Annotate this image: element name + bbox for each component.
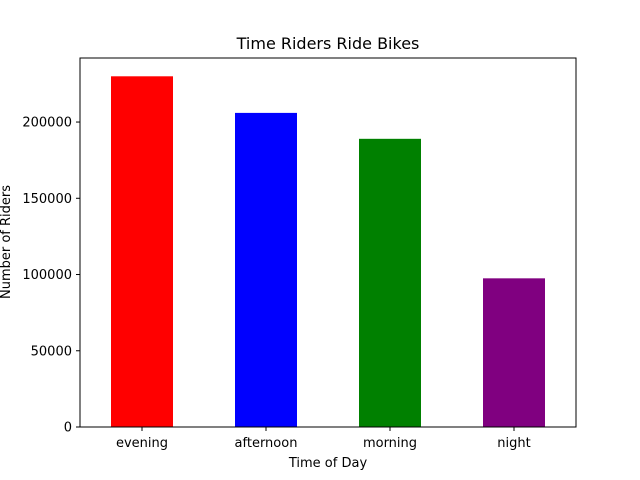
x-tick-label: evening: [116, 436, 168, 451]
y-tick-label: 0: [64, 421, 72, 436]
x-tick-label: night: [497, 436, 530, 451]
bar-night: [483, 278, 545, 427]
y-tick-label: 50000: [31, 344, 72, 359]
y-ticks-group: 0 50000 100000 150000 200000: [22, 116, 80, 436]
y-tick-label: 150000: [22, 192, 72, 207]
x-axis-label: Time of Day: [288, 456, 368, 471]
y-axis-label: Number of Riders: [0, 185, 14, 299]
bar-afternoon: [235, 112, 297, 427]
x-ticks-group: evening afternoon morning night: [116, 427, 531, 451]
y-tick-label: 200000: [22, 116, 72, 131]
chart-title: Time Riders Ride Bikes: [236, 34, 420, 53]
bar-evening: [111, 76, 173, 428]
plot-frame: [79, 57, 577, 428]
bars-group: [111, 76, 545, 428]
y-tick-label: 100000: [22, 268, 72, 283]
x-tick-label: morning: [363, 436, 417, 451]
x-tick-label: afternoon: [235, 436, 298, 451]
bar-morning: [359, 138, 421, 427]
